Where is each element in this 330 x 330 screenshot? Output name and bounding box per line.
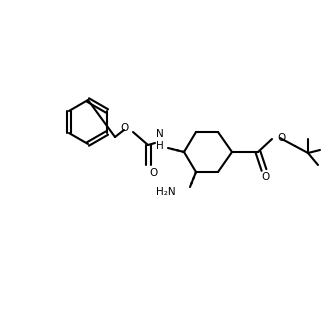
Text: N
H: N H (156, 129, 164, 151)
Text: O: O (277, 133, 285, 143)
Text: O: O (150, 168, 158, 178)
Text: O: O (121, 123, 129, 133)
Text: H₂N: H₂N (156, 187, 176, 197)
Text: O: O (262, 172, 270, 182)
